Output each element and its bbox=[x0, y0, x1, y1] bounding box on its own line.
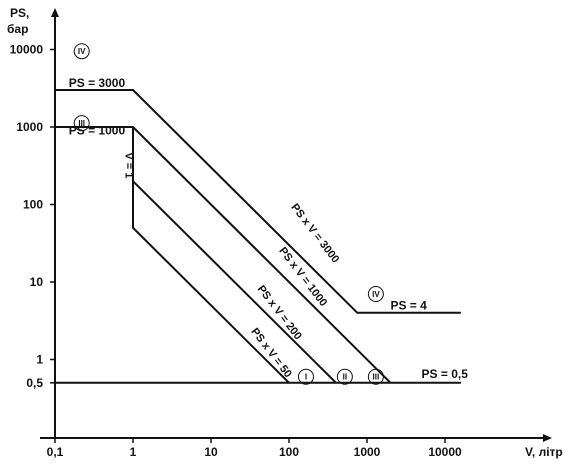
x-tick-label: 1 bbox=[130, 445, 137, 459]
y-tick-label: 0,5 bbox=[26, 376, 43, 390]
category-marker-label: I bbox=[305, 373, 307, 382]
category-marker-circle bbox=[336, 368, 353, 385]
category-marker-circle bbox=[73, 115, 90, 132]
x-tick-label: 10000 bbox=[428, 445, 462, 459]
series-line bbox=[132, 127, 337, 384]
category-marker-circle bbox=[367, 286, 384, 303]
series-line bbox=[132, 127, 290, 384]
category-marker-circle bbox=[297, 368, 314, 385]
x-axis-title: V, літр bbox=[525, 445, 563, 459]
y-tick-label: 1 bbox=[36, 353, 43, 367]
category-marker-circle bbox=[367, 368, 384, 385]
series-line bbox=[55, 126, 392, 384]
category-marker-label: III bbox=[373, 373, 380, 382]
x-tick-label: 1000 bbox=[354, 445, 381, 459]
y-tick-label: 10 bbox=[30, 275, 44, 289]
y-tick-label: 100 bbox=[23, 198, 43, 212]
y-tick-label: 1000 bbox=[16, 120, 43, 134]
x-tick-label: 10 bbox=[204, 445, 218, 459]
y-axis-title-line-2: бар bbox=[7, 22, 28, 36]
y-axis-title-line-1: PS, bbox=[10, 6, 29, 20]
y-tick-label: 10000 bbox=[10, 43, 44, 57]
x-tick-label: 100 bbox=[279, 445, 299, 459]
category-marker-label: IV bbox=[372, 290, 380, 299]
x-tick-label: 0,1 bbox=[47, 445, 64, 459]
line-label: PS x V = 3000 bbox=[288, 202, 341, 266]
line-label: V = 1 bbox=[122, 152, 134, 178]
line-label: PS = 0,5 bbox=[422, 367, 469, 381]
category-marker-label: IV bbox=[78, 47, 86, 56]
category-marker-label: II bbox=[343, 373, 347, 382]
line-label: PS = 4 bbox=[390, 299, 427, 313]
series-line bbox=[55, 89, 461, 314]
line-label: PS = 1000 bbox=[69, 124, 126, 138]
category-marker-circle bbox=[73, 43, 90, 60]
category-marker-label: III bbox=[78, 119, 85, 128]
line-label: PS = 3000 bbox=[69, 76, 126, 90]
